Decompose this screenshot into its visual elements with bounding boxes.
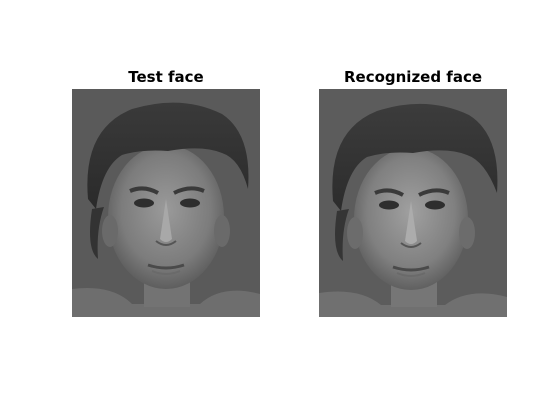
recognized-face-title: Recognized face — [343, 68, 483, 86]
recognized-face-image — [319, 89, 507, 317]
test-face-image — [72, 89, 260, 317]
test-face-title: Test face — [128, 68, 204, 86]
